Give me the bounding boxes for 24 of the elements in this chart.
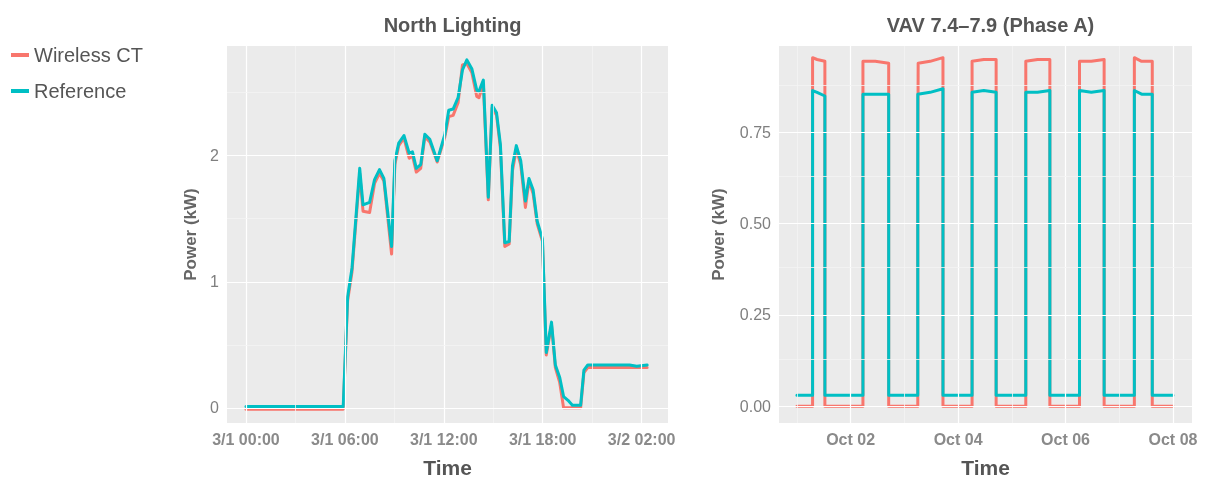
x-tick-label: 3/1 00:00: [212, 430, 280, 448]
x-tick-label: Oct 02: [826, 430, 876, 448]
x-tick-label: 3/1 12:00: [409, 430, 478, 448]
x-axis-title: Time: [423, 456, 472, 479]
y-tick-label: 1: [210, 273, 220, 291]
y-axis-title: Power (kW): [181, 188, 201, 281]
x-tick-label: Oct 08: [1148, 430, 1198, 448]
legend-label: Reference: [34, 80, 127, 102]
y-tick-label: 0.75: [739, 123, 772, 141]
y-axis-title: Power (kW): [709, 188, 728, 281]
x-tick-label: Oct 06: [1041, 430, 1091, 448]
x-tick-label: 3/1 18:00: [508, 430, 577, 448]
x-axis-title: Time: [961, 456, 1010, 479]
x-tick-label: 3/1 06:00: [311, 430, 379, 448]
x-tick-label: 3/2 02:00: [607, 430, 676, 448]
y-tick-label: 0.50: [739, 215, 772, 233]
y-tick-label: 2: [210, 147, 220, 165]
y-tick-label: 0.00: [739, 397, 772, 415]
y-tick-label: 0: [210, 399, 220, 417]
chart-title: North Lighting: [383, 14, 522, 36]
x-tick-label: Oct 04: [933, 430, 983, 448]
legend-label: Wireless CT: [34, 44, 143, 66]
chart-title: VAV 7.4–7.9 (Phase A): [886, 14, 1095, 36]
y-tick-label: 0.25: [739, 306, 772, 324]
